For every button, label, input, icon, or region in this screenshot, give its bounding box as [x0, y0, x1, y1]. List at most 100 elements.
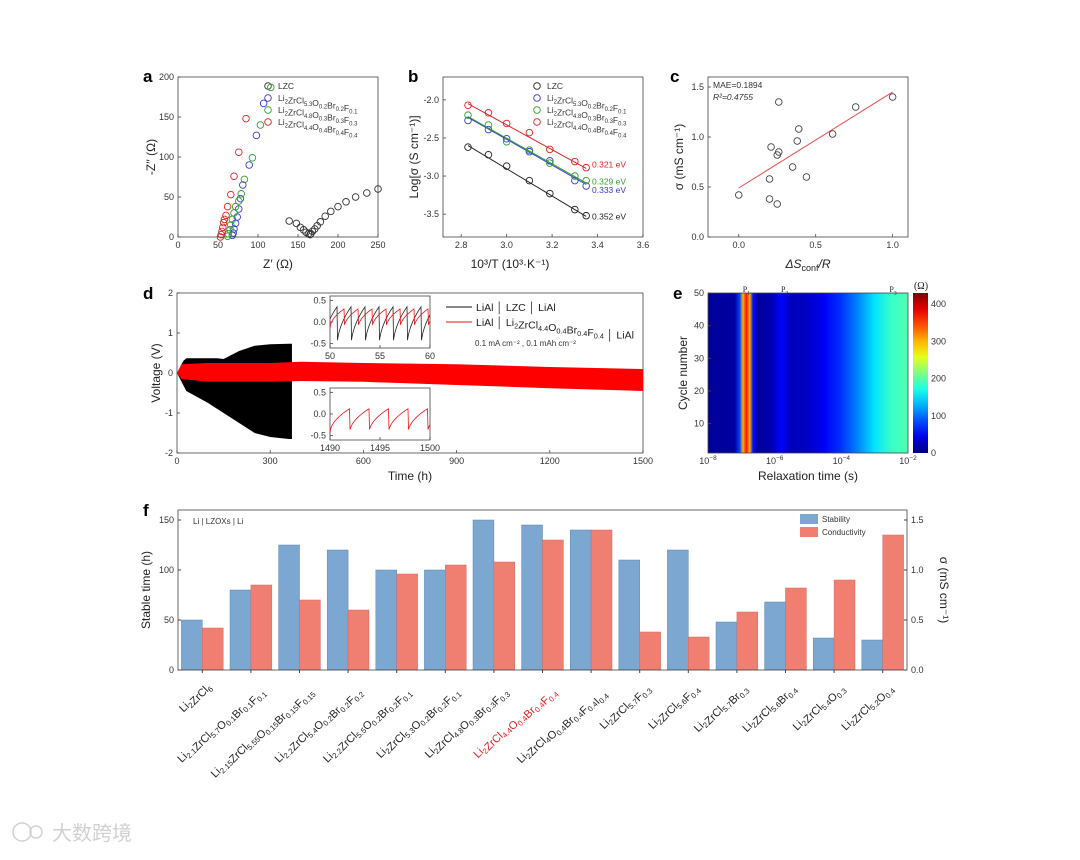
legend-label: LZC [278, 81, 294, 91]
y2-tick-label: 0.5 [911, 615, 924, 625]
watermark-text: 大数跨境 [52, 821, 132, 845]
data-point [773, 200, 781, 208]
data-point [227, 221, 235, 229]
y-tick-label: 1 [168, 328, 173, 338]
category-label: Li2ZrCl5.2O0.4 [839, 679, 898, 738]
x-tick-label: 10−8 [699, 455, 717, 466]
stability-bar [278, 544, 300, 671]
legend-label: Li2ZrCl4.4O0.4Br0.4F0.4 [278, 117, 358, 140]
conductivity-bar [590, 529, 613, 671]
data-point [219, 218, 228, 227]
stability-bar [618, 559, 640, 671]
stability-bar [326, 549, 349, 671]
data-point [888, 93, 897, 101]
conductivity-bar [250, 584, 273, 671]
y-tick-label: 0 [169, 665, 174, 675]
category-label: Li2ZrCl5.7Br0.3 [692, 680, 752, 740]
peak-label: P1 [743, 285, 750, 297]
x-axis-label: ΔSconf/R [784, 257, 830, 273]
x-axis-label: Z′ (Ω) [263, 257, 293, 271]
r2-label: R²=0.4755 [713, 92, 753, 102]
conductivity-bar [347, 609, 370, 671]
data-point [252, 131, 261, 140]
y-axis-label: σ (mS cm⁻¹) [672, 124, 686, 190]
y-tick-label: 50 [164, 192, 174, 202]
stability-bar [861, 639, 883, 671]
x-tick-label: 3.2 [546, 240, 559, 250]
data-point [237, 190, 245, 198]
legend-formula: Li2ZrCl4.4O0.4Br0.4F0.4 [506, 317, 604, 341]
y-tick-label: -3.5 [423, 209, 439, 219]
data-point [222, 211, 230, 220]
data-point [259, 99, 268, 108]
conductivity-bar [833, 579, 856, 671]
fit-line [467, 145, 587, 217]
legend-suffix: │ LiAl [526, 301, 556, 315]
y2-tick-label: 1.5 [911, 515, 924, 525]
data-point [502, 162, 511, 170]
y-tick-label: 0.5 [313, 295, 326, 305]
y-tick-label: -3.0 [423, 171, 439, 181]
x-axis-label: Relaxation time (s) [758, 469, 858, 483]
data-point [264, 106, 272, 114]
data-point [321, 212, 329, 220]
x-tick-label: 1200 [540, 456, 560, 466]
category-label: Li2ZrCl4O0.4Br0.4F0.4I0.4 [515, 679, 612, 776]
y-axis-label: -Z′′ (Ω) [144, 139, 158, 175]
data-point [342, 198, 350, 206]
red-voltage-trace [177, 361, 643, 391]
y-tick-label: 0.5 [691, 182, 704, 192]
y-tick-label: 100 [159, 565, 174, 575]
data-point [546, 189, 554, 198]
x-tick-label: 250 [370, 240, 385, 250]
data-point [230, 172, 238, 180]
y2-tick-label: 1.0 [911, 565, 924, 575]
y-axis-label: Voltage (V) [149, 343, 163, 402]
data-point [533, 82, 541, 90]
y-tick-label: 2 [168, 288, 173, 298]
x-tick-label: 3.6 [637, 240, 650, 250]
panel-label-c: c [670, 67, 679, 86]
fit-line [467, 116, 587, 184]
legend-suffix: │ LiAl [604, 329, 634, 343]
y-tick-label: 200 [159, 72, 174, 82]
y-tick-label: 1.0 [691, 132, 704, 142]
data-point [236, 194, 245, 203]
data-point [525, 146, 534, 154]
data-point [571, 205, 579, 214]
fit-line [467, 103, 587, 169]
legend-prefix: LiAl │ [476, 301, 506, 315]
y-tick-label: 1.5 [691, 82, 704, 92]
activation-energy-label: 0.333 eV [592, 185, 626, 195]
data-point [292, 219, 301, 228]
x-tick-label: 50 [213, 240, 223, 250]
data-point [546, 159, 554, 167]
panel-f-bars: Li2ZrCl6Li2.1ZrCl5.7O0.1Br0.1F0.1Li2.15Z… [139, 509, 951, 780]
x-tick-label: 150 [290, 240, 305, 250]
x-tick-label: 3.4 [591, 240, 604, 250]
cell-annotation: Li | LZOXs | Li [193, 517, 244, 526]
x-tick-label: 1490 [320, 443, 340, 453]
y2-tick-label: 0.0 [911, 665, 924, 675]
panel-d-cycling: 0 300 600 900 1200 1500 -2 -1 0 1 2 50 55 60 -0.5 0.0 0.… [149, 288, 653, 483]
panel-c-correlation: 0.0 0.5 1.0 0.0 0.5 1.0 1.5 MAE=0.1894 R²=0.4755… [672, 76, 909, 273]
data-point [525, 176, 534, 185]
data-point [224, 230, 233, 238]
y-tick-label: 100 [159, 152, 174, 162]
y-tick-label: 50 [164, 615, 174, 625]
y-tick-label: 0 [169, 232, 174, 242]
category-label: Li2ZrCl6 [177, 680, 215, 718]
colorbar [913, 293, 928, 453]
conductivity-bar [785, 587, 807, 671]
x-tick-label: 0.5 [809, 240, 822, 250]
activation-energy-label: 0.321 eV [592, 160, 626, 170]
inset-background [330, 296, 430, 348]
legend-label: Li2ZrCl4.4O0.4Br0.4F0.4 [547, 117, 627, 140]
data-point [256, 121, 265, 129]
x-tick-label: 1.0 [886, 240, 899, 250]
y-tick-label: 20 [694, 386, 704, 396]
inset-2: 1490 1495 1500 -0.5 0.0 0.5 [310, 387, 440, 453]
data-point [363, 189, 371, 197]
data-point [235, 148, 243, 156]
inset-trace [329, 408, 431, 434]
